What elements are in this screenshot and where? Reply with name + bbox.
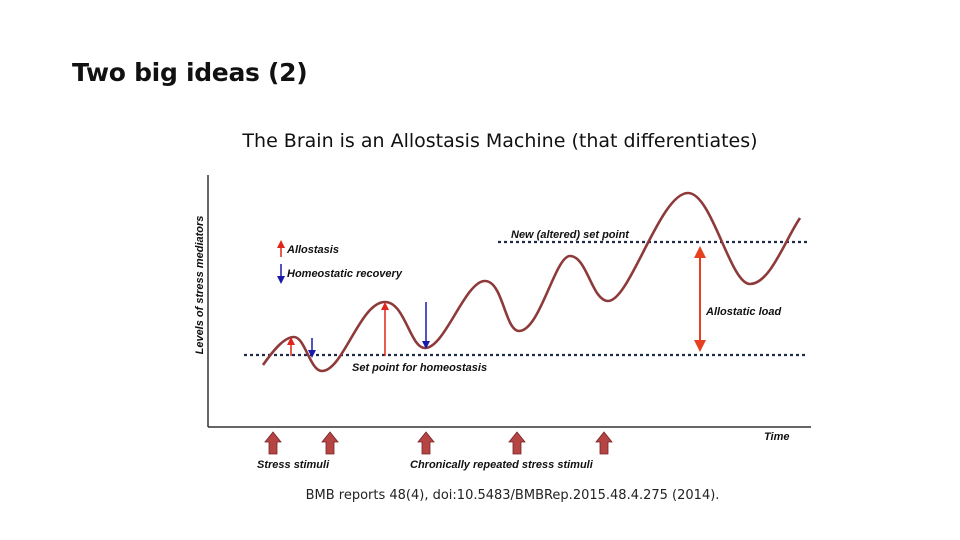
citation: BMB reports 48(4), doi:10.5483/BMBRep.20… xyxy=(305,488,720,503)
diagram-title: The Brain is an Allostasis Machine (that… xyxy=(242,130,758,152)
repeated-stress-stimuli-label: Chronically repeated stress stimuli xyxy=(410,459,594,471)
stress-stimulus-arrow xyxy=(508,431,526,455)
stress-stimulus-arrow xyxy=(321,431,339,455)
stress-stimulus-arrow xyxy=(417,431,435,455)
stress-stimulus-arrow xyxy=(595,431,613,455)
stress-stimuli-label: Stress stimuli xyxy=(257,459,330,471)
legend-recovery-label: Homeostatic recovery xyxy=(287,268,403,280)
x-axis-label: Time xyxy=(764,431,789,443)
legend-allostasis-label: Allostasis xyxy=(286,244,339,256)
y-axis-label: Levels of stress mediators xyxy=(194,216,206,355)
allostatic-load-label: Allostatic load xyxy=(705,306,781,318)
stress-stimulus-arrow xyxy=(264,431,282,455)
set-point-label: Set point for homeostasis xyxy=(352,362,487,374)
new-set-point-label: New (altered) set point xyxy=(511,229,630,241)
stress-mediator-curve xyxy=(261,191,802,373)
slide-title: Two big ideas (2) xyxy=(72,58,308,87)
